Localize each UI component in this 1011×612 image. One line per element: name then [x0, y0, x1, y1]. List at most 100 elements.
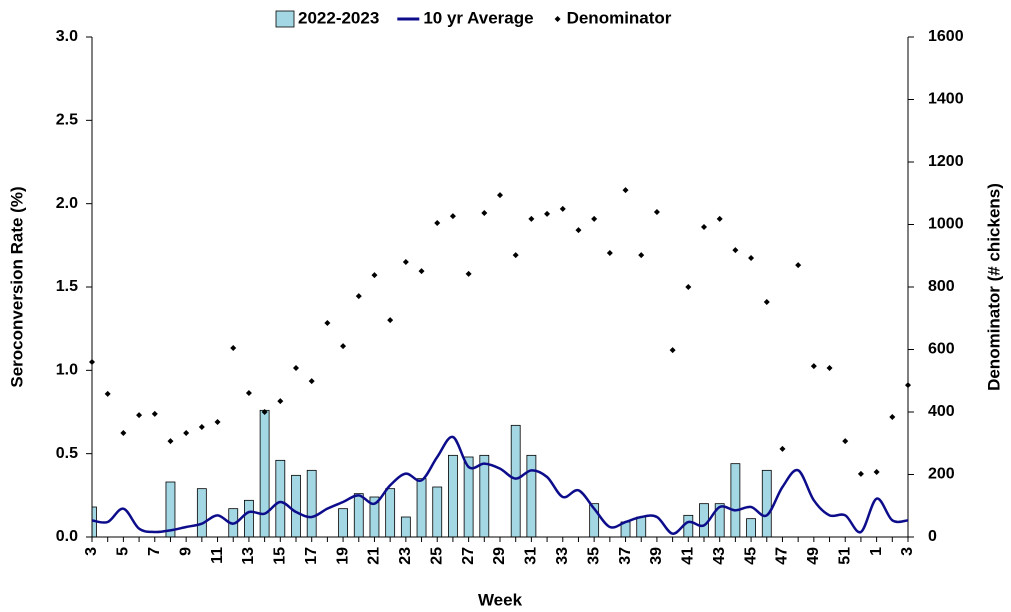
denominator-point [151, 410, 158, 417]
bar [244, 499, 254, 537]
denominator-point [104, 390, 111, 397]
denominator-point [89, 359, 95, 365]
bar [730, 463, 741, 537]
x-tick-label: 45 [742, 547, 759, 565]
denominator-point [512, 252, 519, 259]
denominator-point [810, 363, 817, 370]
x-tick-label: 27 [460, 547, 477, 565]
bar [165, 481, 176, 537]
denominator-point [763, 299, 770, 305]
average-line [91, 435, 909, 535]
denominator-point [591, 215, 598, 222]
legend-label: 2022-2023 [298, 8, 379, 27]
y-tick-label: 2.5 [56, 112, 78, 129]
legend-marker [554, 16, 561, 22]
denominator-point [497, 192, 503, 199]
x-tick-label: 39 [648, 547, 665, 565]
bar [432, 486, 443, 537]
y-tick-label: 0.5 [56, 445, 78, 462]
x-tick-label: 11 [209, 547, 226, 564]
y2-tick-label: 200 [928, 466, 955, 483]
denominator-point [198, 424, 205, 430]
denominator-point [340, 343, 347, 350]
legend-label: 10 yr Average [423, 8, 533, 27]
denominator-point [293, 364, 299, 371]
denominator-point [795, 262, 802, 269]
x-tick-label: 29 [491, 547, 508, 565]
bar [526, 454, 537, 537]
denominator-point [889, 414, 896, 420]
bar [306, 469, 317, 537]
bar [400, 516, 411, 537]
denominator-point [277, 398, 284, 405]
x-tick-label: 3 [899, 547, 916, 556]
denominator-point [606, 249, 613, 256]
denominator-point [371, 272, 378, 279]
y2-tick-label: 1600 [928, 28, 964, 45]
denominator-point [559, 205, 566, 212]
denominator-point [261, 409, 268, 415]
denominator-point [230, 344, 237, 351]
denominator-point [528, 215, 535, 222]
denominator-point [481, 209, 488, 216]
x-tick-label: 13 [240, 547, 257, 565]
x-tick-label: 7 [146, 547, 163, 556]
bar [636, 516, 647, 537]
bar [448, 454, 458, 537]
y2-tick-label: 1200 [928, 153, 964, 170]
denominator-point [355, 293, 362, 300]
x-tick-label: 47 [774, 547, 791, 565]
denominator-point [167, 438, 174, 445]
bar [369, 496, 380, 537]
bar [479, 454, 490, 537]
x-axis-title: Week [478, 590, 523, 609]
legend-swatch [275, 10, 295, 28]
y-tick-label: 2.0 [56, 195, 78, 212]
denominator-point [622, 187, 629, 194]
y-tick-label: 1.5 [56, 278, 78, 295]
x-tick-label: 37 [617, 547, 634, 565]
denominator-point [669, 347, 676, 354]
denominator-point [716, 215, 723, 222]
denominator-point [842, 438, 849, 445]
x-tick-label: 19 [334, 547, 351, 565]
x-tick-label: 33 [554, 547, 571, 565]
y2-tick-label: 1400 [928, 91, 964, 108]
denominator-point [214, 419, 221, 425]
bar [463, 456, 474, 537]
x-tick-label: 21 [366, 547, 383, 565]
bar [291, 474, 301, 537]
x-tick-label: 9 [177, 547, 194, 556]
denominator-point [638, 252, 645, 259]
denominator-point [434, 219, 441, 226]
y2-tick-label: 600 [928, 341, 955, 358]
bar [338, 508, 348, 537]
denominator-point [402, 259, 409, 265]
denominator-point [905, 382, 911, 389]
y-tick-label: 1.0 [56, 362, 78, 379]
denominator-point [449, 213, 456, 220]
denominator-point [701, 224, 707, 230]
denominator-point [136, 412, 143, 419]
denominator-point [324, 319, 331, 326]
y-tick-label: 3.0 [56, 28, 78, 45]
denominator-point [465, 270, 472, 277]
x-tick-label: 1 [868, 547, 885, 556]
x-tick-label: 35 [585, 547, 602, 565]
y2-axis-title: Denominator (# chickens) [984, 183, 1003, 391]
bar [761, 469, 772, 537]
denominator-point [308, 378, 315, 385]
bar [746, 518, 756, 537]
bar [259, 409, 270, 537]
x-tick-label: 51 [836, 547, 853, 565]
denominator-point [183, 429, 190, 436]
denominator-point [418, 268, 425, 275]
x-tick-label: 43 [711, 547, 728, 565]
denominator-point [826, 364, 833, 371]
x-tick-label: 15 [272, 547, 289, 565]
y2-tick-label: 800 [928, 278, 955, 295]
y-tick-label: 0.0 [56, 528, 78, 545]
bar [699, 503, 709, 537]
